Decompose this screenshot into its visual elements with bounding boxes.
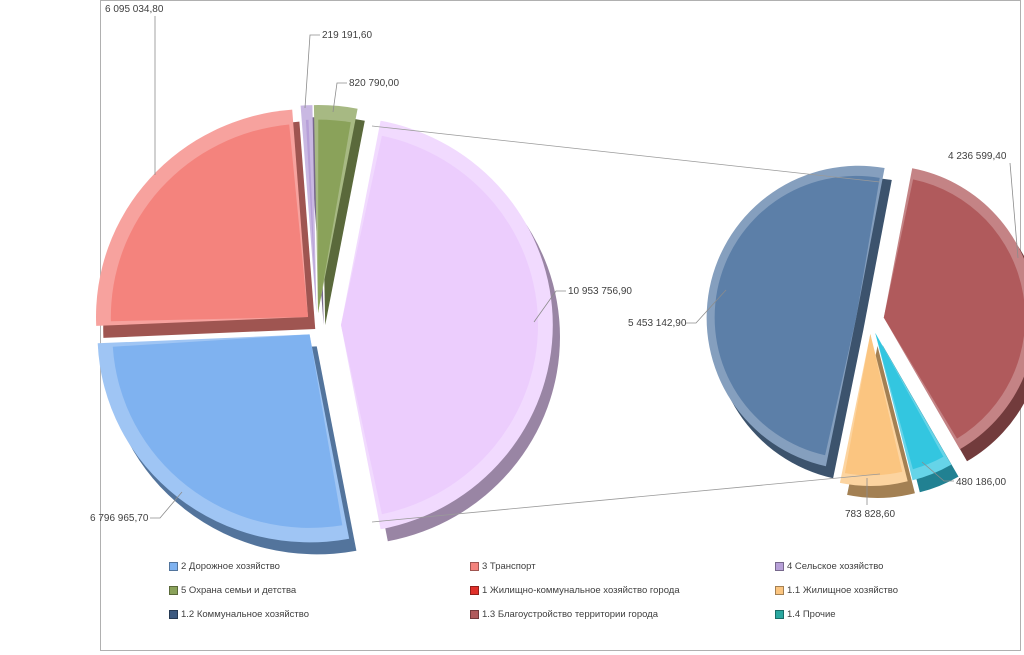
slice-transport	[110, 124, 309, 322]
connector-top	[371, 125, 881, 183]
slice-family	[318, 119, 351, 314]
leader-other	[921, 461, 954, 482]
data-label-agriculture: 219 191,60	[322, 30, 372, 41]
slice-communal	[714, 175, 880, 456]
data-label-housing-communal: 10 953 756,90	[568, 286, 632, 297]
slice-housing	[844, 333, 903, 476]
leader-family	[332, 82, 347, 113]
data-label-housing: 783 828,60	[845, 509, 895, 520]
slice-agriculture	[305, 119, 317, 314]
slice-other	[875, 332, 944, 470]
slice-road	[112, 334, 343, 528]
data-label-improvement: 4 236 599,40	[948, 151, 1007, 162]
data-label-family: 820 790,00	[349, 78, 399, 89]
data-label-communal: 5 453 142,90	[628, 318, 687, 329]
data-label-other: 480 186,00	[956, 477, 1006, 488]
leader-agriculture	[304, 34, 320, 109]
connector-bottom	[371, 473, 881, 523]
slice-agriculture-rim	[300, 105, 317, 314]
slice-improvement	[883, 179, 1024, 439]
data-label-transport: 6 095 034,80	[105, 4, 164, 15]
data-label-road: 6 796 965,70	[90, 513, 149, 524]
leader-improvement	[1009, 162, 1019, 259]
slice-housing-communal	[341, 135, 539, 515]
leader-communal	[686, 289, 727, 324]
leader-housing-communal	[533, 290, 566, 323]
leader-road	[150, 491, 183, 519]
